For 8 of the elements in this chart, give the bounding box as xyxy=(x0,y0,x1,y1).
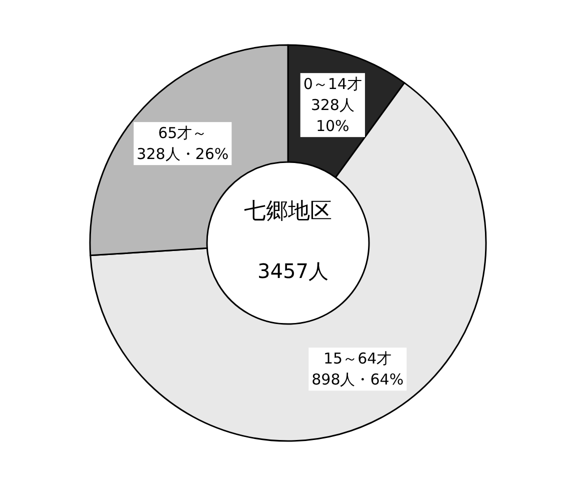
data-label: 898人・64% xyxy=(312,370,404,389)
subtitle: 3457人 xyxy=(258,259,328,283)
data-label: 328人・26% xyxy=(136,145,229,164)
data-label: 328人 10% xyxy=(310,96,354,136)
slice-label: 65才～ xyxy=(158,124,208,142)
slice-label: 0～14才 xyxy=(303,75,362,94)
title: 七郷地区 xyxy=(244,199,332,224)
slice-label: 15～64才 xyxy=(324,350,392,368)
